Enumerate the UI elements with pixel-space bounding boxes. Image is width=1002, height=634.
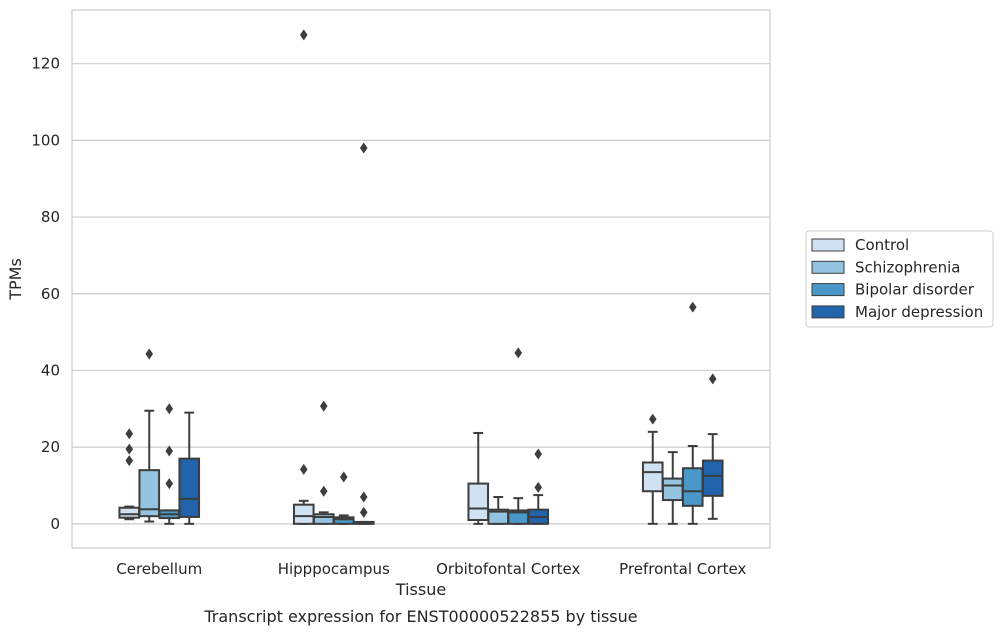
box-major-depression	[527, 448, 550, 525]
outlier-point	[125, 455, 134, 467]
outlier-point	[359, 491, 368, 503]
box-iqr	[701, 459, 724, 497]
box-major-depression	[352, 142, 375, 525]
box-iqr	[312, 513, 335, 525]
legend-label: Major depression	[855, 303, 983, 321]
box-bipolar-disorder	[681, 301, 704, 525]
outlier-point	[688, 301, 697, 313]
outlier-point	[319, 400, 328, 412]
plot-frame	[71, 9, 771, 549]
x-tick-label: Prefrontal Cortex	[619, 560, 746, 578]
box-iqr	[467, 482, 490, 522]
legend-label: Control	[855, 236, 909, 254]
outlier-point	[708, 373, 717, 385]
box-bipolar-disorder	[332, 471, 355, 525]
legend: Control Schizophrenia Bipolar disorder Majo…	[805, 230, 994, 328]
x-tick-label: Hipppocampus	[278, 560, 390, 578]
y-tick-label: 120	[31, 55, 60, 73]
outlier-point	[145, 348, 154, 360]
x-tick-labels: Cerebellum Hipppocampus Orbitofontal Corte…	[116, 560, 746, 578]
box-control	[118, 428, 141, 521]
y-tick-labels: 0 20 40 60 80 100 120	[31, 55, 60, 533]
box-iqr	[681, 467, 704, 507]
y-axis-label: TPMs	[6, 258, 25, 301]
outlier-point	[534, 448, 543, 460]
box-major-depression	[178, 411, 201, 525]
x-axis-label: Tissue	[395, 580, 446, 599]
box-iqr	[641, 461, 664, 493]
y-tick-label: 100	[31, 131, 60, 149]
y-tick-label: 60	[41, 285, 60, 303]
x-tick-label: Cerebellum	[116, 560, 202, 578]
legend-label: Bipolar disorder	[855, 281, 975, 299]
box-iqr	[292, 503, 315, 525]
y-tick-label: 20	[41, 438, 60, 456]
box-control	[467, 431, 490, 525]
box-iqr	[332, 516, 355, 525]
legend-frame	[805, 230, 994, 328]
box-control	[641, 413, 664, 525]
x-tick-label: Orbitofontal Cortex	[436, 560, 580, 578]
legend-swatch	[811, 305, 845, 319]
box-iqr	[178, 457, 201, 518]
box-control	[292, 29, 315, 525]
outlier-point	[299, 29, 308, 41]
legend-swatch	[811, 260, 845, 274]
box-iqr	[138, 469, 161, 518]
figure-caption: Transcript expression for ENST0000052285…	[203, 607, 637, 626]
y-tick-label: 40	[41, 361, 60, 379]
box-schizophrenia	[138, 348, 161, 523]
plot-background	[72, 10, 770, 548]
outlier-point	[514, 347, 523, 359]
box-iqr	[661, 477, 684, 502]
y-tick-label: 80	[41, 208, 60, 226]
outlier-point	[299, 463, 308, 475]
outlier-point	[359, 142, 368, 154]
outlier-point	[319, 485, 328, 497]
legend-label: Schizophrenia	[855, 258, 960, 276]
box-schizophrenia	[312, 400, 335, 525]
box-major-depression	[701, 373, 724, 520]
outlier-point	[648, 413, 657, 425]
y-tick-label: 0	[50, 515, 60, 533]
outlier-point	[165, 445, 174, 457]
outlier-point	[165, 478, 174, 490]
legend-swatch	[811, 238, 845, 252]
outlier-point	[125, 428, 134, 440]
outlier-point	[125, 443, 134, 455]
outlier-point	[165, 403, 174, 415]
box-iqr	[118, 506, 141, 519]
outlier-point	[339, 471, 348, 483]
outlier-point	[359, 506, 368, 518]
boxes	[118, 29, 724, 525]
legend-swatch	[811, 283, 845, 297]
outlier-point	[534, 481, 543, 493]
